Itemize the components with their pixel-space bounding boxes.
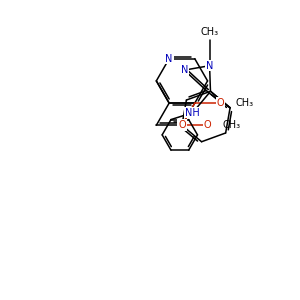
Text: O: O xyxy=(204,120,212,130)
Text: N: N xyxy=(206,61,213,71)
Text: N: N xyxy=(166,54,173,64)
Text: N: N xyxy=(181,65,188,75)
Text: NH: NH xyxy=(185,108,200,118)
Text: O: O xyxy=(217,98,224,108)
Text: CH₃: CH₃ xyxy=(223,120,241,130)
Text: CH₃: CH₃ xyxy=(200,27,219,37)
Text: CH₃: CH₃ xyxy=(236,98,254,108)
Text: O: O xyxy=(178,120,186,130)
